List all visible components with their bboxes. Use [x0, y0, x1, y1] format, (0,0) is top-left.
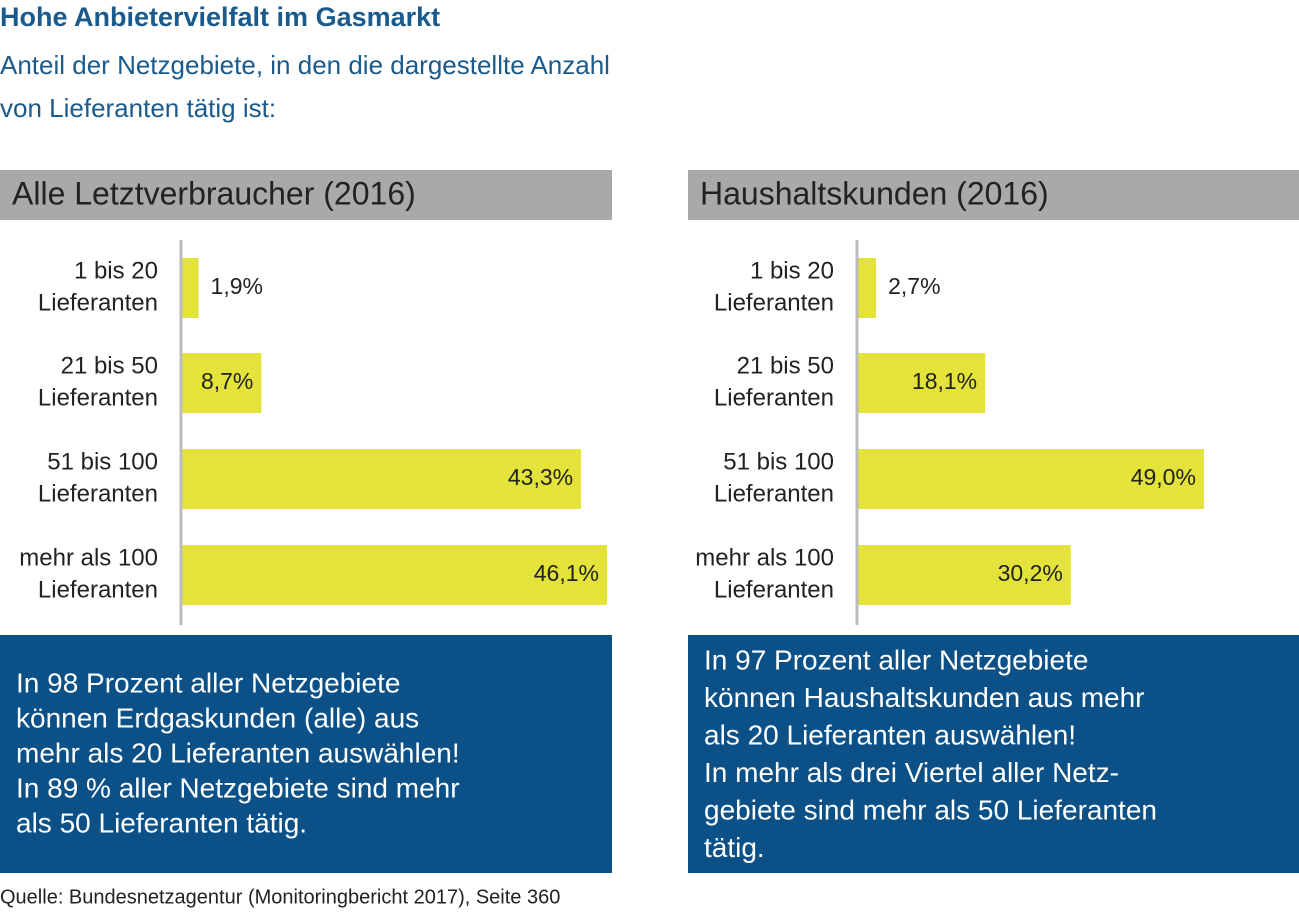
- category-label: Lieferanten: [38, 576, 158, 603]
- page-title: Hohe Anbietervielfalt im Gasmarkt: [0, 2, 440, 32]
- bar: [857, 545, 1071, 605]
- category-label: Lieferanten: [714, 289, 834, 316]
- bar: [181, 545, 607, 605]
- category-label: Lieferanten: [38, 384, 158, 411]
- value-label: 1,9%: [211, 273, 263, 299]
- note-text: als 50 Lieferanten tätig.: [16, 807, 307, 838]
- panel-header: [688, 170, 1299, 220]
- source: Quelle: Bundesnetzagentur (Monitoringber…: [0, 886, 560, 908]
- note-text: In 98 Prozent aller Netzgebiete: [16, 667, 400, 698]
- note-box: [0, 635, 612, 873]
- subtitle: von Lieferanten tätig ist:: [0, 93, 276, 123]
- category-label: Lieferanten: [714, 480, 834, 507]
- bar: [181, 449, 582, 509]
- value-label: 30,2%: [998, 560, 1063, 586]
- bar: [857, 258, 877, 318]
- category-label: Lieferanten: [714, 576, 834, 603]
- value-label: 8,7%: [201, 368, 253, 394]
- bar: [857, 353, 986, 413]
- note-text: In 89 % aller Netzgebiete sind mehr: [16, 772, 460, 803]
- note-text: In 97 Prozent aller Netzgebiete: [704, 644, 1088, 675]
- category-label: 51 bis 100: [723, 448, 834, 475]
- note-text: In mehr als drei Viertel aller Netz-: [704, 757, 1119, 788]
- category-label: Lieferanten: [38, 289, 158, 316]
- panel-header: [0, 170, 612, 220]
- category-label: 21 bis 50: [737, 352, 834, 379]
- category-label: Lieferanten: [38, 480, 158, 507]
- category-label: 21 bis 50: [61, 352, 158, 379]
- category-label: 51 bis 100: [47, 448, 158, 475]
- panel-title: Haushaltskunden (2016): [700, 175, 1049, 211]
- note-text: können Haushaltskunden aus mehr: [704, 682, 1145, 713]
- value-label: 43,3%: [508, 464, 573, 490]
- note-text: können Erdgaskunden (alle) aus: [16, 702, 419, 733]
- category-label: mehr als 100: [695, 544, 834, 571]
- note-text: tätig.: [704, 832, 765, 863]
- bar: [181, 353, 262, 413]
- category-label: 1 bis 20: [750, 257, 834, 284]
- note-text: mehr als 20 Lieferanten auswählen!: [16, 737, 460, 768]
- note-box: [688, 635, 1299, 873]
- bar: [857, 449, 1204, 509]
- note-text: als 20 Lieferanten auswählen!: [704, 719, 1076, 750]
- subtitle: Anteil der Netzgebiete, in den die darge…: [0, 50, 610, 80]
- value-label: 18,1%: [912, 368, 977, 394]
- value-label: 46,1%: [534, 560, 599, 586]
- category-label: mehr als 100: [19, 544, 158, 571]
- note-text: gebiete sind mehr als 50 Lieferanten: [704, 794, 1157, 825]
- value-label: 49,0%: [1131, 464, 1196, 490]
- bar: [181, 258, 199, 318]
- value-label: 2,7%: [888, 273, 940, 299]
- category-label: 1 bis 20: [74, 257, 158, 284]
- category-label: Lieferanten: [714, 384, 834, 411]
- panel-title: Alle Letztverbraucher (2016): [12, 175, 416, 211]
